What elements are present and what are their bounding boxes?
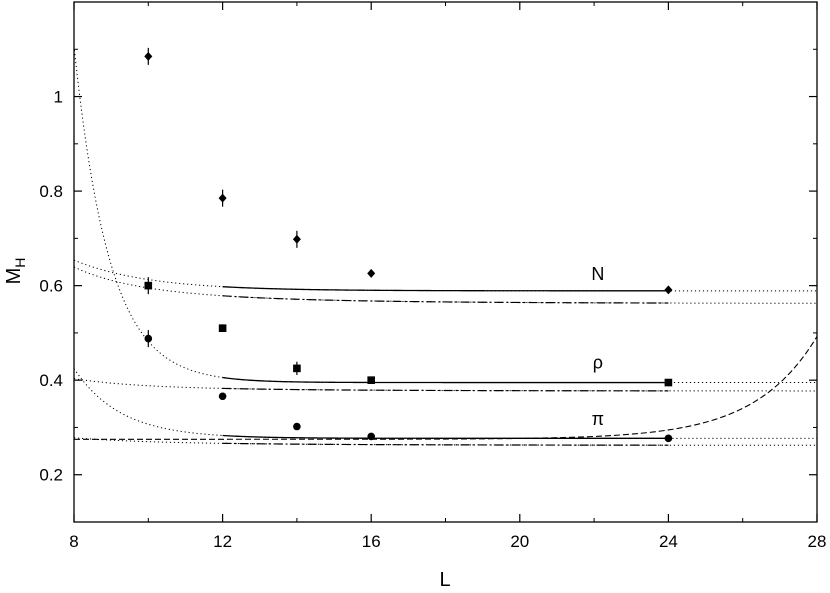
y-axis-label-main: M xyxy=(3,268,25,285)
point-square xyxy=(218,324,227,332)
fit-exp-line xyxy=(222,376,669,384)
fit-exp-dotted xyxy=(74,45,817,384)
point-square xyxy=(367,376,375,384)
point-diamond xyxy=(144,51,153,61)
point-diamond xyxy=(664,285,673,295)
data-points xyxy=(144,47,673,443)
fit-pow-line xyxy=(222,387,669,392)
series-labels: Nρ π xyxy=(591,264,604,429)
point-diamond xyxy=(292,234,301,244)
fit-dashed-line xyxy=(74,336,817,440)
fit-curves xyxy=(74,45,817,446)
point-circle xyxy=(144,334,153,343)
y-axis-label: MH xyxy=(3,258,28,285)
fit-exp-dotted xyxy=(74,368,817,439)
series-label: π xyxy=(592,409,604,429)
x-tick-label: 8 xyxy=(69,532,78,551)
y-tick-label: 0.4 xyxy=(39,371,63,390)
y-tick-label: 1 xyxy=(54,88,63,107)
fit-pow-dotted xyxy=(74,378,817,392)
x-tick-label: 12 xyxy=(213,532,232,551)
point-diamond xyxy=(218,193,227,203)
fit-exp-line xyxy=(222,434,669,439)
series-label: ρ xyxy=(593,352,603,372)
fit-pow-line xyxy=(222,295,669,304)
point-circle xyxy=(664,434,673,443)
x-tick-label: 24 xyxy=(659,532,678,551)
point-square xyxy=(144,281,153,290)
fit-exp-line xyxy=(222,286,669,292)
svg-text:MH: MH xyxy=(3,258,28,285)
y-tick-label: 0.2 xyxy=(39,466,63,485)
axes: 8 12 16 20 24 28 0.2 0.4 0.6 0.8 1 xyxy=(39,2,826,551)
y-tick-label: 0.8 xyxy=(39,182,63,201)
x-axis-label: L xyxy=(439,569,450,591)
fit-exp-dotted xyxy=(74,259,817,292)
point-circle xyxy=(293,422,301,431)
plot-frame xyxy=(73,1,818,523)
point-circle xyxy=(367,432,376,441)
point-square xyxy=(293,364,301,373)
x-tick-label: 28 xyxy=(808,532,827,551)
point-diamond xyxy=(367,268,376,278)
point-square xyxy=(664,378,673,387)
y-tick-label: 0.6 xyxy=(39,277,63,296)
y-axis-label-subscript: H xyxy=(12,258,28,268)
x-tick-label: 20 xyxy=(510,532,529,551)
fit-pow-dotted xyxy=(74,266,817,304)
fit-pow-line xyxy=(222,442,669,446)
point-circle xyxy=(218,392,227,401)
series-label: N xyxy=(591,264,604,284)
x-tick-label: 16 xyxy=(362,532,381,551)
